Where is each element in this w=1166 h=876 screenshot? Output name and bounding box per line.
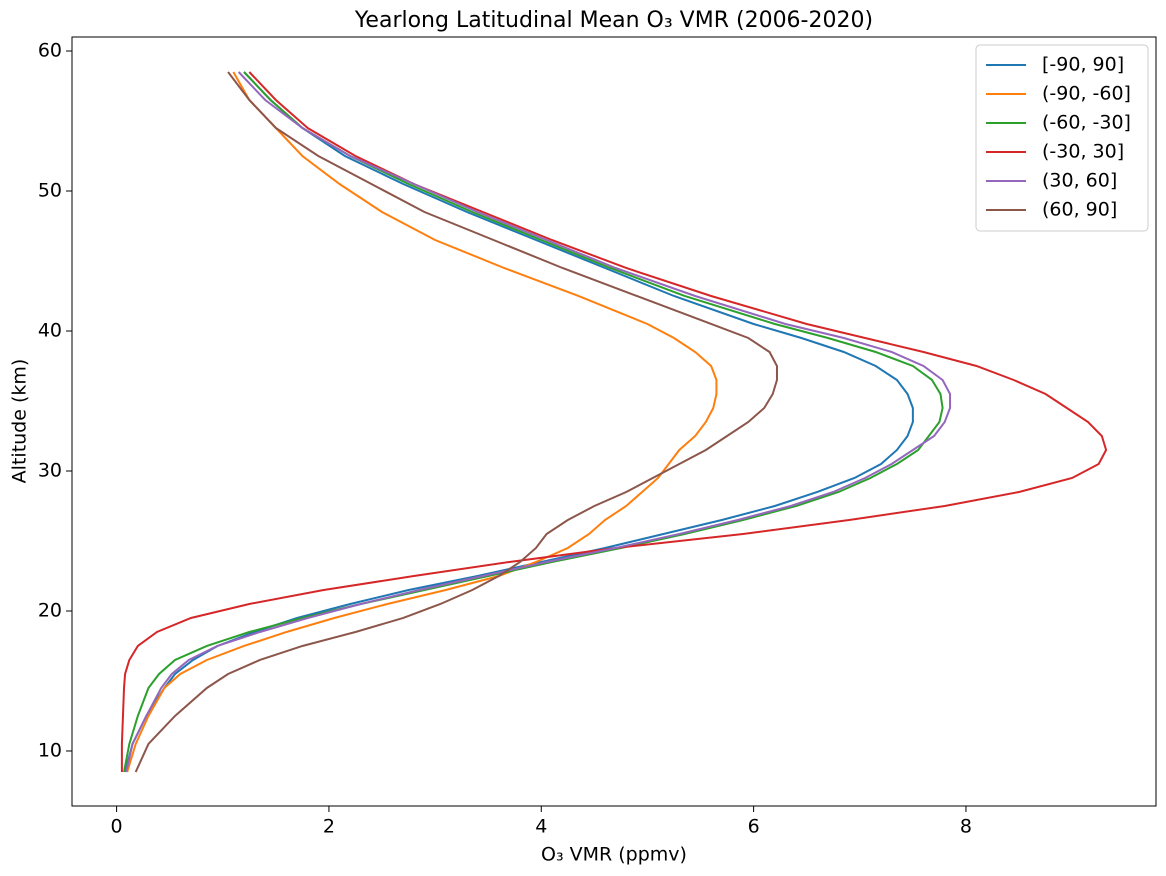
x-tick-label: 8 [960, 816, 972, 838]
y-tick-label: 30 [38, 459, 62, 481]
series-line [120, 71, 1108, 772]
series-line [126, 71, 718, 773]
series-line [123, 71, 944, 773]
y-tick-label: 40 [38, 319, 62, 341]
chart-title: Yearlong Latitudinal Mean O₃ VMR (2006-2… [354, 8, 873, 33]
x-tick-label: 0 [111, 816, 123, 838]
legend-label: (60, 90] [1042, 199, 1117, 221]
series-line [125, 71, 952, 773]
legend-label: (-60, -30] [1042, 112, 1131, 134]
y-tick-label: 20 [38, 599, 62, 621]
series-line [134, 71, 778, 773]
legend-label: [-90, 90] [1042, 54, 1124, 76]
x-tick-label: 6 [748, 816, 760, 838]
y-axis-label: Altitude (km) [9, 359, 31, 484]
y-tick-label: 60 [38, 39, 62, 61]
plot-frame [71, 36, 1157, 807]
legend: [-90, 90] (-90, -60] (-60, -30] (-30, 30] (3… [975, 44, 1149, 232]
y-tick-label: 10 [38, 739, 62, 761]
x-tick-label: 2 [323, 816, 335, 838]
legend-label: (-90, -60] [1042, 83, 1131, 105]
legend-label: (-30, 30] [1042, 141, 1124, 163]
x-tick-label: 4 [535, 816, 547, 838]
legend-label: (30, 60] [1042, 170, 1117, 192]
y-tick-label: 50 [38, 179, 62, 201]
x-axis-label: O₃ VMR (ppmv) [541, 844, 687, 866]
legend-frame [975, 44, 1149, 232]
